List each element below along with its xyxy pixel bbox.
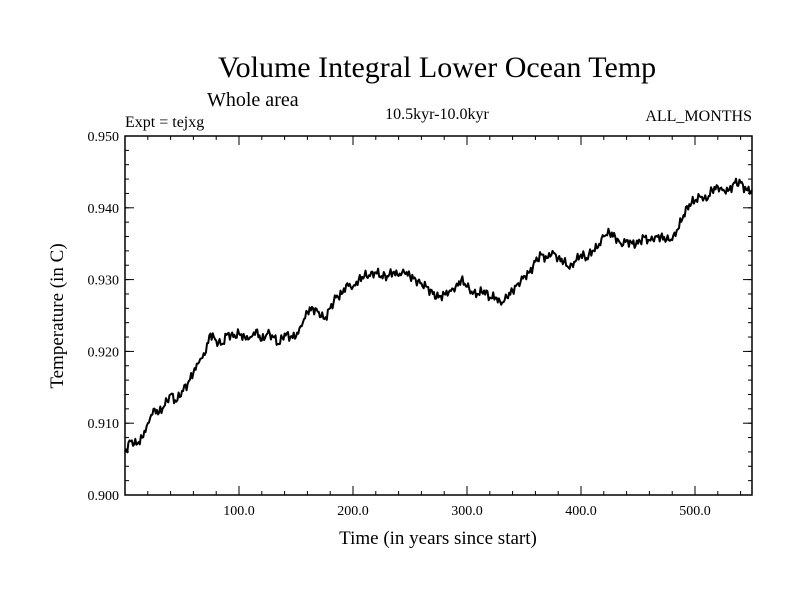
months-label: ALL_MONTHS xyxy=(645,108,752,125)
period-label: 10.5kyr-10.0kyr xyxy=(385,106,489,123)
y-axis-label: Temperature (in C) xyxy=(47,243,68,388)
x-tick-label: 200.0 xyxy=(337,504,369,519)
chart-title: Volume Integral Lower Ocean Temp xyxy=(218,51,656,84)
chart-subtitle: Whole area xyxy=(207,89,299,111)
plot-frame xyxy=(124,135,753,496)
axis-ticks xyxy=(124,135,752,496)
y-tick-labels: 0.900 0.910 0.920 0.930 0.940 0.950 xyxy=(88,130,120,504)
x-tick-label: 500.0 xyxy=(679,504,711,519)
x-axis-label: Time (in years since start) xyxy=(339,528,537,549)
y-tick-label: 0.900 xyxy=(88,489,120,504)
x-tick-label: 300.0 xyxy=(451,504,483,519)
x-tick-labels: 100.0 200.0 300.0 400.0 500.0 xyxy=(223,504,711,519)
series-line xyxy=(124,177,753,454)
x-tick-label: 400.0 xyxy=(565,504,597,519)
y-tick-label: 0.930 xyxy=(88,274,120,289)
experiment-label: Expt = tejxg xyxy=(125,114,204,131)
y-tick-label: 0.940 xyxy=(88,202,120,217)
y-tick-label: 0.950 xyxy=(88,130,120,145)
y-tick-label: 0.920 xyxy=(88,345,120,360)
y-tick-label: 0.910 xyxy=(88,417,120,432)
x-tick-label: 100.0 xyxy=(223,504,255,519)
